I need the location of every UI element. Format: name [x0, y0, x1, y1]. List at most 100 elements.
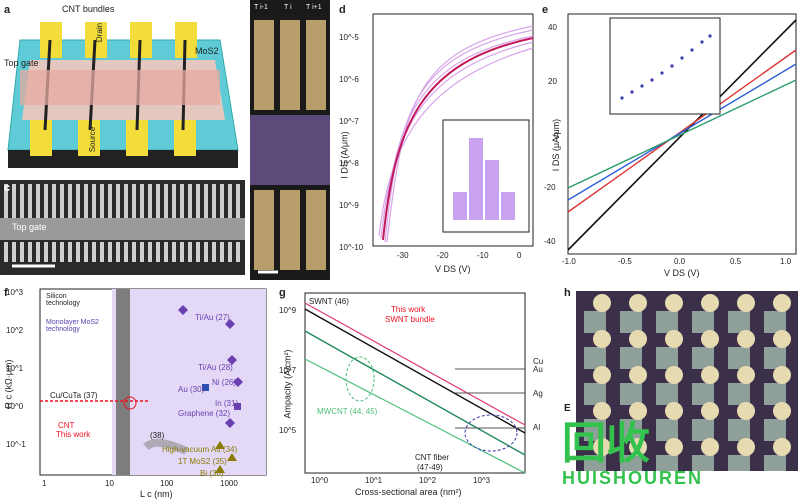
e-xtick-1: -0.5 [618, 257, 632, 266]
array-contact [773, 402, 791, 420]
array-contact [701, 330, 719, 348]
array-micrograph [576, 291, 798, 477]
array-pad [656, 347, 678, 369]
array-contact [665, 294, 683, 312]
sem-stripe [108, 184, 112, 218]
device-schematic [7, 22, 239, 168]
e-ytick-1: 20 [548, 77, 557, 86]
array-pad [584, 383, 606, 405]
array-pad [584, 311, 606, 333]
array-pad [584, 347, 606, 369]
array-contact [593, 366, 611, 384]
sem-stripe [164, 184, 168, 218]
array-pad [764, 347, 786, 369]
array-contact [629, 366, 647, 384]
sem-stripe [92, 242, 96, 262]
optical-image [250, 20, 330, 274]
d-ytick-5: 10^-10 [339, 243, 364, 252]
array-contact [593, 330, 611, 348]
array-pad [692, 311, 714, 333]
sem-stripe [28, 184, 32, 218]
array-pad [620, 347, 642, 369]
sem-stripe [132, 242, 136, 262]
g-label-5: (47-49) [417, 463, 443, 472]
ampacity-chart: 10^9 10^7 10^5 10^0 10^1 10^2 10^3 Cross… [279, 292, 526, 497]
array-contact [737, 438, 755, 456]
sem-stripe [12, 242, 16, 262]
array-pad [656, 311, 678, 333]
f-xtick-3: 1000 [220, 479, 238, 488]
f-point-6: Cu/CuTa (37) [50, 391, 98, 400]
f-xtick-2: 100 [160, 479, 174, 488]
panel-e: e 40 20 0 -20 -40 -1.0 -0.5 0.0 0.5 1.0 … [540, 0, 800, 280]
source-label: Source [88, 126, 98, 153]
f-ytick-3: 10^0 [6, 402, 24, 411]
e-xtick-3: 0.5 [730, 257, 742, 266]
d-xtick-1: -20 [437, 251, 449, 260]
sem-stripe [124, 184, 128, 218]
sem-stripe [188, 184, 192, 218]
cnt-bundles-label: CNT bundles [62, 4, 115, 14]
g-label-4: CNT fiber [415, 453, 450, 462]
array-contact [629, 294, 647, 312]
sem-stripe [92, 184, 96, 218]
panel-f-label: f [4, 287, 8, 299]
array-contact [665, 402, 683, 420]
f-point-5: Graphene (32) [178, 409, 231, 418]
sem-stripe [164, 242, 168, 262]
g-xlabel: Cross-sectional area (nm²) [355, 487, 462, 497]
d-xtick-3: 0 [517, 251, 522, 260]
sem-stripe [60, 184, 64, 218]
sem-stripe [156, 242, 160, 262]
sem-stripe [156, 184, 160, 218]
f-point-7: CNT [58, 421, 75, 430]
e-ytick-4: -40 [544, 237, 556, 246]
d-ytick-1: 10^-6 [339, 75, 359, 84]
panel-b: b T i-1 T i T i+1 [250, 0, 330, 280]
g-label-0: SWNT (46) [309, 297, 349, 306]
array-contact [665, 366, 683, 384]
array-contact [629, 438, 647, 456]
array-pad [656, 383, 678, 405]
panel-a: a CNT bundles Drain MoS2 Top gate Source [0, 0, 245, 180]
array-pad [692, 383, 714, 405]
g-ytick-0: 10^9 [279, 306, 297, 315]
g-ylabel: Ampacity (A/cm²) [282, 349, 293, 419]
g-xtick-2: 10^2 [419, 476, 437, 485]
g-label-1: This work [391, 305, 426, 314]
sem-stripe [116, 184, 120, 218]
array-pad [728, 383, 750, 405]
sem-stripe [76, 242, 80, 262]
sem-stripe [172, 184, 176, 218]
f-ylabel: R c (kΩ·μm) [3, 359, 14, 409]
e-xtick-0: -1.0 [562, 257, 576, 266]
array-contact [665, 330, 683, 348]
array-pad [692, 347, 714, 369]
array-contact [701, 294, 719, 312]
e-ytick-3: -20 [544, 183, 556, 192]
array-pad [656, 419, 678, 441]
panel-d-label: d [339, 4, 346, 16]
array-contact [593, 402, 611, 420]
g-xtick-1: 10^1 [365, 476, 383, 485]
sem-stripe [212, 184, 216, 218]
array-contact [593, 438, 611, 456]
sem-stripe [196, 242, 200, 262]
g-ytick-2: 10^5 [279, 426, 297, 435]
g-xtick-3: 10^3 [473, 476, 491, 485]
sem-stripe [132, 184, 136, 218]
sem-stripe [220, 184, 224, 218]
d-ytick-2: 10^-7 [339, 117, 359, 126]
t-prev-label: T i-1 [254, 4, 268, 11]
panel-g: g 10^9 10^7 10^5 10^0 10^1 10^2 10^3 Cro… [275, 283, 560, 500]
sem-stripe [12, 184, 16, 218]
array-contact [701, 402, 719, 420]
array-pad [620, 419, 642, 441]
sem-stripe [44, 184, 48, 218]
sem-stripe [20, 242, 24, 262]
f-point-1: Ti/Au (28) [198, 363, 233, 372]
sem-stripe [108, 242, 112, 262]
sem-stripe [124, 242, 128, 262]
array-contact [737, 402, 755, 420]
g-label-9: Al [533, 423, 541, 432]
